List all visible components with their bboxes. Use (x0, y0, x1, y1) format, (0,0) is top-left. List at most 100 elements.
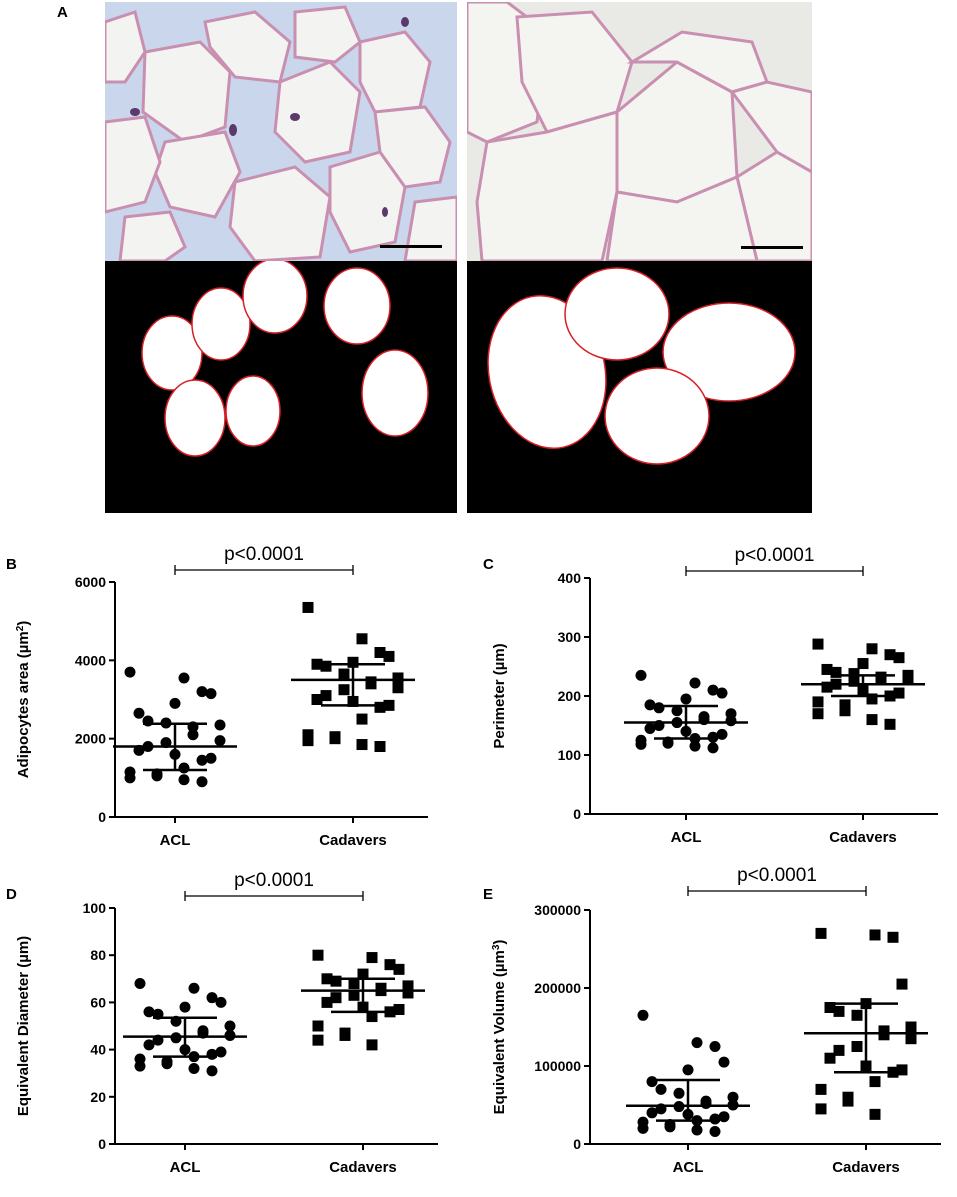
data-point (725, 715, 737, 727)
median-iqr-bar (291, 663, 415, 707)
plot-area: 0 20 40 60 80 100 ACL Cadavers Equivalent Diamet… (15, 870, 438, 1176)
data-point (896, 978, 908, 990)
y-tick-label: 100 (558, 747, 582, 763)
median-iqr-bar (626, 1078, 750, 1122)
histology-image-cadavers (467, 2, 812, 261)
data-point (709, 1113, 721, 1125)
data-point (206, 1065, 218, 1077)
data-point (384, 959, 396, 971)
adipocyte-cells (105, 5, 457, 261)
data-point (124, 772, 136, 784)
data-point (402, 980, 414, 992)
data-point (839, 705, 851, 717)
panel-letter-a: A (57, 4, 68, 21)
data-point (339, 1029, 351, 1041)
y-tick-label: 80 (90, 947, 106, 963)
data-point (709, 1041, 721, 1052)
data-point (902, 673, 914, 685)
y-tick-label: 300000 (534, 902, 581, 918)
data-point (143, 1039, 155, 1051)
panel-letter-e: E (483, 886, 494, 903)
data-point (338, 684, 350, 696)
histology-image-acl (105, 2, 457, 261)
data-point (905, 1033, 917, 1045)
segmented-cells (487, 267, 796, 465)
data-point (866, 714, 878, 726)
data-point (402, 987, 414, 999)
data-point (887, 931, 899, 943)
data-point (866, 643, 878, 655)
median-iqr-bar (301, 977, 425, 1014)
data-point (682, 1064, 694, 1076)
data-point (839, 699, 851, 711)
data-point (206, 1048, 218, 1060)
data-point (709, 1126, 721, 1138)
data-point (330, 975, 342, 987)
data-point (893, 652, 905, 664)
data-point (196, 776, 208, 788)
data-point (161, 1058, 173, 1070)
data-point (320, 690, 332, 702)
data-point (206, 992, 218, 1004)
data-point (393, 963, 405, 975)
data-point (187, 729, 199, 741)
x-tick-label: Cadavers (829, 829, 897, 846)
y-tick-label: 0 (573, 806, 581, 822)
data-point (347, 656, 359, 668)
median-iqr-bar (123, 1016, 247, 1058)
data-point (644, 722, 656, 734)
data-point (851, 1041, 863, 1052)
data-point (196, 754, 208, 766)
data-point (700, 1097, 712, 1109)
data-point (866, 693, 878, 705)
data-point (893, 687, 905, 699)
data-point (320, 660, 332, 672)
significance-label: p<0.0001 (224, 544, 304, 565)
data-point (134, 1060, 146, 1072)
data-point (321, 973, 333, 985)
data-point (680, 693, 692, 705)
plot-area: 0 2000 4000 6000 ACL Cadavers Adipocytes area … (15, 544, 428, 849)
median-iqr-bar (624, 704, 748, 740)
y-tick-label: 300 (558, 629, 582, 645)
plot-area: 0 100000 200000 300000 ACL Cadavers Equivalent… (491, 865, 941, 1176)
y-tick-label: 60 (90, 994, 106, 1010)
data-point (196, 686, 208, 698)
x-tick-label: Cadavers (319, 832, 387, 849)
data-point (830, 666, 842, 678)
data-point (215, 1046, 227, 1058)
significance-bracket (685, 566, 864, 576)
data-point (383, 650, 395, 662)
data-point (812, 708, 824, 720)
data-point (302, 601, 314, 613)
data-point (707, 684, 719, 696)
data-point (812, 638, 824, 650)
data-point (348, 978, 360, 990)
data-point (143, 1006, 155, 1018)
data-point (366, 952, 378, 964)
data-point (366, 1011, 378, 1023)
segmented-cells (141, 261, 429, 457)
y-axis-label: Equivalent Volume (µm3) (491, 940, 509, 1115)
data-point (815, 1083, 827, 1095)
data-point (851, 1009, 863, 1021)
data-point (664, 1121, 676, 1133)
data-point (330, 992, 342, 1004)
data-point (691, 1037, 703, 1049)
data-point (718, 1111, 730, 1123)
data-point (134, 978, 146, 990)
significance-bracket (174, 565, 354, 575)
x-tick-label: ACL (170, 1159, 201, 1176)
data-point (302, 729, 314, 741)
significance-label: p<0.0001 (737, 865, 817, 886)
data-point (646, 1107, 658, 1119)
data-point (392, 682, 404, 694)
data-point (689, 740, 701, 752)
data-point (205, 752, 217, 764)
data-point (178, 672, 190, 684)
data-point (716, 728, 728, 740)
data-point (644, 699, 656, 711)
data-point (374, 701, 386, 713)
data-point (821, 681, 833, 693)
data-point (133, 707, 145, 719)
